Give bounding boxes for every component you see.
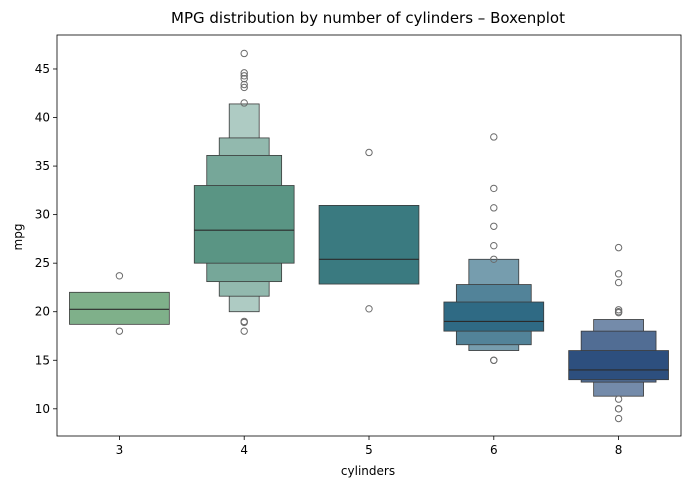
outlier-point bbox=[614, 306, 623, 314]
x-tick-label: 5 bbox=[365, 443, 373, 457]
outlier-point bbox=[614, 278, 623, 287]
outlier-point bbox=[240, 69, 248, 77]
boxen-group-3 bbox=[69, 272, 170, 335]
outlier-point bbox=[614, 243, 623, 252]
boxen-group-5 bbox=[318, 148, 420, 313]
boxen-level-1 bbox=[69, 291, 170, 325]
boxen-group-6 bbox=[443, 133, 545, 364]
outlier-point bbox=[240, 318, 248, 327]
outlier-point bbox=[490, 184, 498, 193]
x-tick-label: 4 bbox=[240, 443, 248, 457]
boxen-group-8 bbox=[568, 243, 669, 423]
boxen-level-1 bbox=[568, 350, 669, 381]
outlier-point bbox=[240, 83, 248, 92]
boxen-level-1 bbox=[193, 185, 295, 264]
outlier-point bbox=[614, 405, 623, 413]
outlier-point bbox=[115, 327, 124, 335]
outlier-point bbox=[115, 272, 124, 280]
y-tick-label: 45 bbox=[35, 62, 50, 76]
chart-title: MPG distribution by number of cylinders … bbox=[171, 9, 565, 27]
outlier-point bbox=[240, 74, 248, 83]
outlier-point bbox=[614, 270, 623, 278]
x-axis-label: cylinders bbox=[341, 464, 395, 478]
outlier-point bbox=[490, 356, 498, 364]
outlier-point bbox=[614, 308, 623, 317]
y-axis-label: mpg bbox=[11, 224, 25, 251]
x-tick-label: 8 bbox=[615, 443, 623, 457]
outlier-point bbox=[614, 414, 623, 423]
outlier-point bbox=[240, 99, 248, 107]
outlier-point bbox=[240, 80, 248, 89]
outlier-point bbox=[490, 222, 498, 230]
outlier-point bbox=[490, 255, 498, 263]
outlier-point bbox=[365, 305, 373, 313]
y-tick-label: 30 bbox=[35, 208, 50, 222]
plot-area bbox=[69, 49, 669, 423]
boxen-level-1 bbox=[318, 205, 420, 285]
y-tick-label: 20 bbox=[35, 305, 50, 319]
outlier-point bbox=[240, 72, 248, 80]
outlier-point bbox=[614, 395, 623, 403]
outlier-point bbox=[490, 133, 498, 141]
y-tick-label: 40 bbox=[35, 111, 50, 125]
y-tick-label: 25 bbox=[35, 256, 50, 270]
x-tick-label: 6 bbox=[490, 443, 498, 457]
outlier-point bbox=[240, 49, 248, 58]
outlier-point bbox=[490, 204, 498, 212]
boxen-level-1 bbox=[443, 301, 545, 332]
x-tick-label: 3 bbox=[116, 443, 124, 457]
outlier-point bbox=[240, 327, 248, 335]
outlier-point bbox=[490, 241, 498, 250]
y-tick-label: 15 bbox=[35, 353, 50, 367]
y-tick-label: 10 bbox=[35, 402, 50, 416]
boxen-group-4 bbox=[193, 49, 295, 335]
outlier-point bbox=[365, 148, 373, 157]
y-tick-label: 35 bbox=[35, 159, 50, 173]
